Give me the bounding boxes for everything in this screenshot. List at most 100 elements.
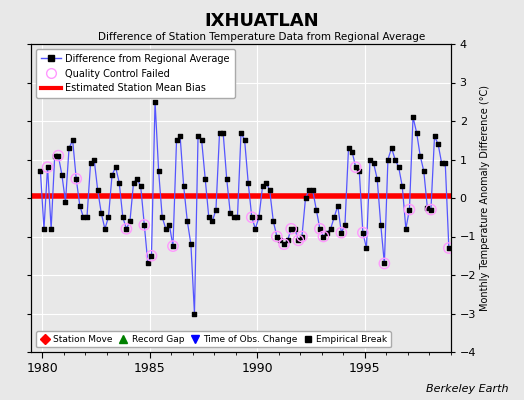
Point — [248, 214, 256, 220]
Point — [315, 226, 324, 232]
Point — [276, 237, 285, 244]
Point — [384, 156, 392, 163]
Point — [272, 233, 281, 240]
Point — [144, 260, 152, 267]
Point — [169, 243, 177, 249]
Point — [75, 202, 84, 209]
Point — [312, 206, 321, 213]
Y-axis label: Monthly Temperature Anomaly Difference (°C): Monthly Temperature Anomaly Difference (… — [481, 85, 490, 311]
Point — [315, 226, 324, 232]
Point — [438, 160, 446, 166]
Point — [352, 164, 360, 170]
Point — [420, 168, 428, 174]
Point — [441, 160, 450, 166]
Point — [255, 214, 263, 220]
Point — [348, 149, 356, 155]
Point — [180, 183, 188, 190]
Point — [298, 233, 306, 240]
Point — [43, 164, 52, 170]
Point — [352, 164, 360, 170]
Point — [344, 145, 353, 151]
Point — [118, 214, 127, 220]
Point — [266, 187, 274, 194]
Point — [272, 233, 281, 240]
Point — [323, 230, 331, 236]
Point — [319, 233, 328, 240]
Point — [358, 230, 367, 236]
Point — [172, 137, 181, 144]
Point — [204, 214, 213, 220]
Legend: Station Move, Record Gap, Time of Obs. Change, Empirical Break: Station Move, Record Gap, Time of Obs. C… — [36, 331, 391, 348]
Point — [208, 218, 216, 224]
Point — [140, 222, 148, 228]
Point — [280, 241, 288, 247]
Point — [122, 226, 130, 232]
Point — [380, 260, 389, 267]
Point — [280, 241, 288, 247]
Point — [402, 226, 410, 232]
Point — [122, 226, 130, 232]
Point — [83, 214, 91, 220]
Point — [244, 179, 253, 186]
Point — [445, 245, 453, 251]
Point — [409, 114, 417, 120]
Point — [72, 176, 80, 182]
Point — [215, 129, 224, 136]
Point — [241, 137, 249, 144]
Point — [423, 204, 432, 211]
Point — [391, 156, 399, 163]
Point — [387, 145, 396, 151]
Point — [201, 176, 210, 182]
Point — [97, 210, 105, 217]
Point — [176, 133, 184, 140]
Point — [40, 226, 48, 232]
Point — [47, 226, 56, 232]
Point — [129, 179, 138, 186]
Point — [183, 218, 191, 224]
Point — [319, 233, 328, 240]
Point — [405, 206, 413, 213]
Point — [294, 237, 302, 244]
Point — [248, 214, 256, 220]
Point — [298, 233, 306, 240]
Point — [398, 183, 407, 190]
Point — [90, 156, 99, 163]
Point — [161, 226, 170, 232]
Point — [362, 245, 370, 251]
Point — [309, 187, 317, 194]
Point — [412, 129, 421, 136]
Point — [194, 133, 202, 140]
Point — [58, 172, 66, 178]
Point — [287, 226, 296, 232]
Point — [358, 230, 367, 236]
Point — [61, 199, 70, 205]
Point — [301, 195, 310, 201]
Point — [334, 202, 342, 209]
Point — [86, 160, 95, 166]
Point — [405, 206, 413, 213]
Point — [427, 206, 435, 213]
Point — [305, 187, 313, 194]
Point — [147, 252, 156, 259]
Point — [262, 179, 270, 186]
Point — [237, 129, 245, 136]
Point — [291, 226, 299, 232]
Point — [341, 222, 349, 228]
Point — [151, 98, 159, 105]
Point — [330, 214, 339, 220]
Point — [212, 206, 220, 213]
Point — [104, 214, 113, 220]
Point — [219, 129, 227, 136]
Point — [36, 168, 45, 174]
Point — [101, 226, 109, 232]
Point — [369, 160, 378, 166]
Point — [79, 214, 88, 220]
Point — [445, 245, 453, 251]
Point — [50, 152, 59, 159]
Point — [380, 260, 389, 267]
Point — [54, 152, 62, 159]
Point — [147, 252, 156, 259]
Point — [251, 226, 259, 232]
Point — [269, 218, 278, 224]
Point — [223, 176, 231, 182]
